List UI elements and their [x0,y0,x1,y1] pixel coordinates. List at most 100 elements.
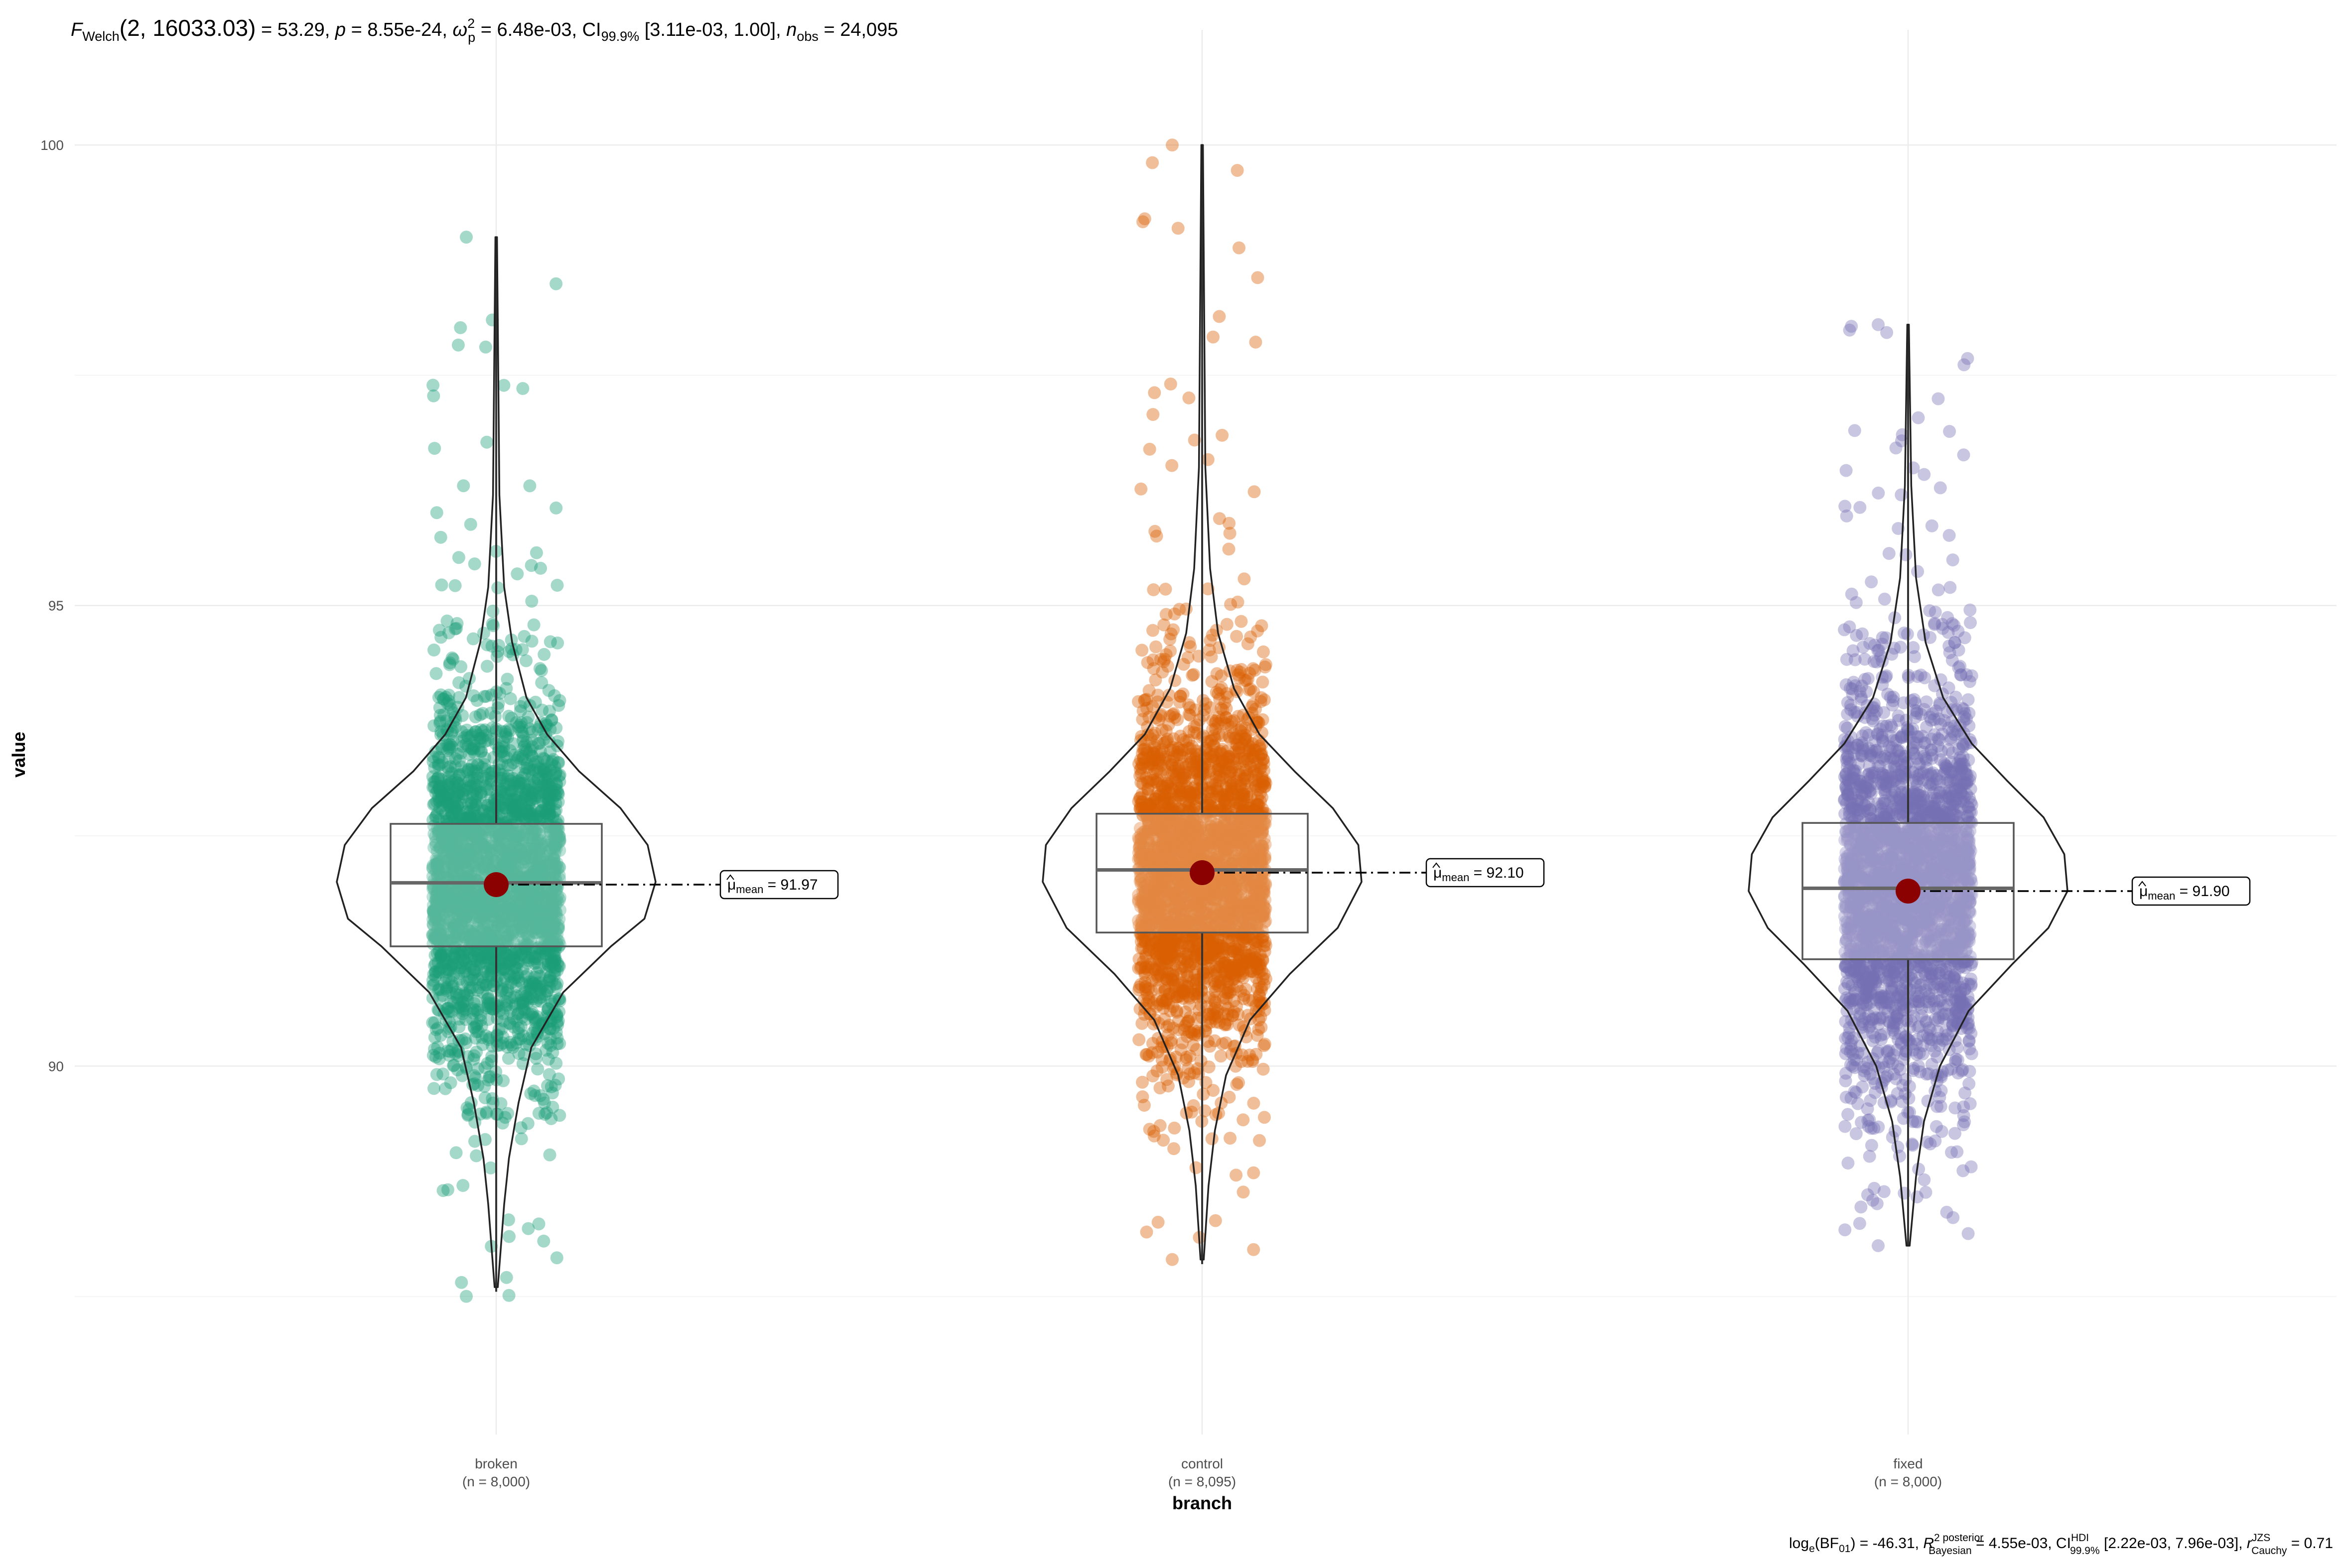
data-point [516,750,530,763]
data-point [517,1029,530,1043]
data-point [538,900,551,913]
data-point [434,870,447,883]
data-point [443,1016,456,1029]
data-point [444,1076,457,1089]
data-point [443,887,456,900]
data-point [484,823,498,836]
data-point [470,694,484,707]
data-point [528,852,542,866]
data-point [522,954,536,967]
data-point [540,807,553,820]
data-point [441,944,455,957]
data-point [1258,660,1272,674]
data-point [434,793,448,806]
data-point [535,916,548,929]
data-point [519,767,532,781]
data-point [547,919,560,933]
data-point [426,859,440,872]
data-point [528,758,541,771]
data-point [475,951,489,965]
data-point [444,702,458,715]
data-point [495,920,509,933]
data-point [539,762,552,776]
data-point [440,794,453,807]
data-point [481,926,494,940]
data-point [550,721,563,735]
data-point [434,895,448,909]
data-point [526,990,540,1004]
data-point [461,896,475,909]
data-point [1256,675,1269,689]
data-point [447,947,461,961]
data-point [523,851,537,865]
data-point [531,810,544,823]
data-point [467,777,481,790]
data-point [443,742,456,756]
data-point [519,849,533,862]
data-point [519,743,532,756]
data-point [464,960,477,973]
data-point [1146,624,1159,637]
data-point [435,902,449,915]
data-point [448,794,462,807]
data-point [1179,760,1193,774]
data-point [506,868,519,882]
data-point [497,825,510,838]
data-point [546,935,559,948]
data-point [510,961,524,974]
data-point [497,785,510,798]
data-point [540,924,553,938]
data-point [542,939,555,952]
data-point [511,825,525,839]
data-point [498,908,511,921]
data-point [479,856,492,870]
data-point [449,1146,463,1160]
data-point [464,518,477,531]
data-point [499,1002,512,1015]
data-point [449,869,462,882]
data-point [1153,1081,1167,1095]
data-point [505,860,519,874]
data-point [482,1070,496,1084]
data-point [1135,1017,1149,1030]
data-point [477,902,490,915]
data-point [456,908,470,920]
data-point [514,1121,528,1135]
data-point [434,530,447,544]
data-point [455,734,469,748]
data-point [516,382,530,395]
data-point [499,930,513,943]
data-point [501,672,514,686]
data-point [551,756,564,769]
data-point [545,714,558,727]
data-point [505,1039,518,1051]
data-point [517,740,531,754]
data-point [522,951,535,964]
data-point [471,771,484,784]
data-point [442,626,455,640]
data-point [488,855,501,868]
data-point [542,838,555,852]
data-point [500,938,514,951]
data-point [525,749,539,763]
data-point [460,811,473,825]
data-point [461,994,474,1007]
data-point [439,971,453,984]
data-point [484,851,497,865]
data-point [440,738,453,752]
data-point [535,676,549,689]
data-point [501,917,515,930]
data-point [525,725,539,739]
data-point [495,772,509,785]
data-point [497,379,511,392]
data-point [481,988,494,1002]
data-point [541,803,554,816]
data-point [466,968,479,982]
data-point [427,719,441,733]
data-point [501,855,515,868]
data-point [501,934,515,948]
data-point [465,893,478,907]
data-point [463,984,477,997]
data-point [467,746,481,759]
data-point [437,692,450,705]
